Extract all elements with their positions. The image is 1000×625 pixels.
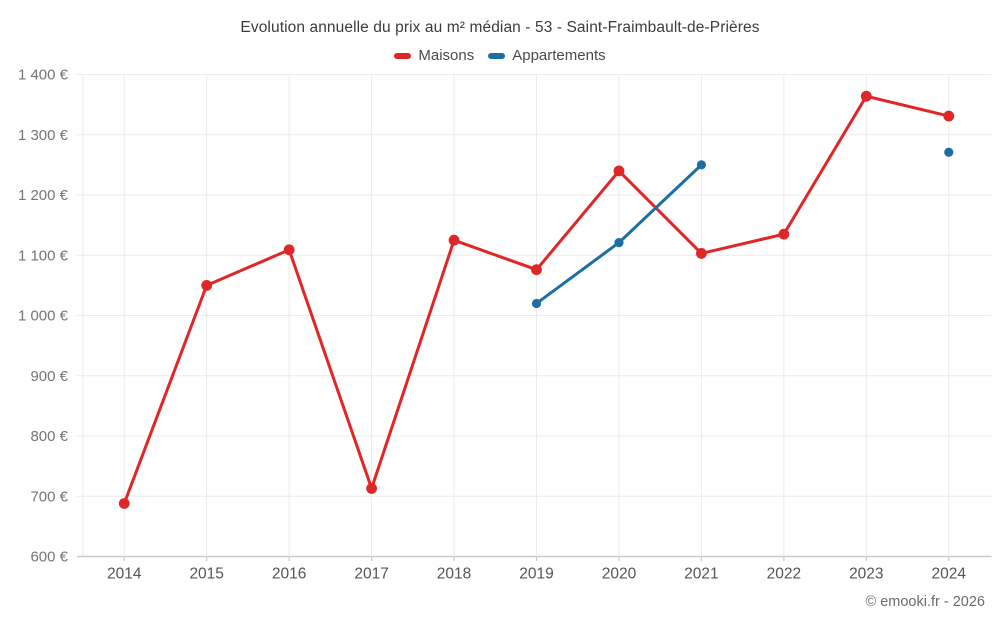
point-maisons-2023[interactable] <box>860 90 872 102</box>
x-tick-label: 2023 <box>849 566 883 583</box>
point-maisons-2017[interactable] <box>366 483 377 494</box>
y-tick-label: 1 200 € <box>18 187 69 204</box>
point-maisons-2024[interactable] <box>943 110 955 122</box>
point-maisons-2016[interactable] <box>283 244 295 256</box>
x-tick-label: 2021 <box>684 566 718 583</box>
x-tick-label: 2016 <box>272 566 306 583</box>
y-tick-label: 800 € <box>30 428 68 445</box>
y-tick-label: 900 € <box>30 368 68 385</box>
point-maisons-2022[interactable] <box>778 228 790 240</box>
legend: Maisons Appartements <box>0 47 1000 64</box>
y-tick-label: 1 100 € <box>18 247 69 264</box>
y-tick-label: 1 000 € <box>18 308 69 325</box>
x-tick-label: 2019 <box>519 566 553 583</box>
legend-item-appartements[interactable]: Appartements <box>488 47 606 64</box>
point-maisons-2020[interactable] <box>613 165 625 177</box>
x-tick-label: 2015 <box>189 566 223 583</box>
footer-credit: © emooki.fr - 2026 <box>865 594 985 610</box>
legend-swatch-maisons <box>394 52 412 59</box>
x-tick-label: 2014 <box>107 566 142 583</box>
point-maisons-2015[interactable] <box>201 279 213 291</box>
point-appartements-2024[interactable] <box>944 147 954 157</box>
point-maisons-2018[interactable] <box>448 234 460 246</box>
x-tick-label: 2018 <box>437 566 471 583</box>
legend-label-appartements: Appartements <box>512 47 606 64</box>
point-maisons-2014[interactable] <box>118 498 130 509</box>
x-tick-label: 2017 <box>354 566 388 583</box>
point-maisons-2021[interactable] <box>696 248 707 259</box>
point-appartements-2019[interactable] <box>531 298 542 309</box>
chart-title: Evolution annuelle du prix au m² médian … <box>240 19 760 36</box>
y-tick-label: 1 300 € <box>18 127 69 144</box>
point-appartements-2020[interactable] <box>614 237 624 248</box>
point-maisons-2019[interactable] <box>531 264 542 276</box>
x-tick-label: 2022 <box>767 566 801 583</box>
y-tick-label: 600 € <box>30 549 68 566</box>
y-tick-label: 700 € <box>30 488 68 505</box>
x-tick-label: 2024 <box>932 566 967 583</box>
legend-swatch-appartements <box>488 52 506 59</box>
x-tick-label: 2020 <box>602 566 637 583</box>
legend-item-maisons[interactable]: Maisons <box>394 47 474 64</box>
point-appartements-2021[interactable] <box>696 160 707 170</box>
legend-label-maisons: Maisons <box>418 47 475 64</box>
y-tick-label: 1 400 € <box>18 67 69 84</box>
